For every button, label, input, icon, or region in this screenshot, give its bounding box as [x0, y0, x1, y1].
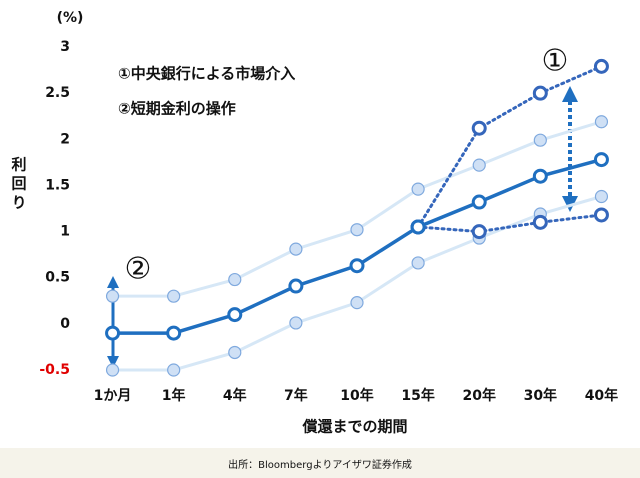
x-tick-label: 30年	[524, 387, 557, 404]
point	[166, 325, 182, 341]
x-axis-label: 償還までの期間	[301, 418, 407, 436]
point	[350, 296, 364, 310]
point	[288, 278, 304, 294]
point	[227, 307, 243, 323]
x-tick-label: 1か月	[94, 388, 132, 404]
point	[289, 316, 303, 330]
series-line	[416, 213, 603, 234]
y-tick-label: 0	[60, 316, 70, 332]
y-tick-label: 1.5	[45, 177, 70, 193]
point	[167, 363, 181, 377]
x-tick-label: 20年	[462, 387, 495, 404]
point	[532, 168, 548, 184]
point	[289, 242, 303, 256]
unit-label: (%)	[57, 10, 84, 26]
y-axis-label: 利回り	[10, 156, 28, 214]
x-tick-label: 10年	[340, 387, 373, 404]
point	[532, 214, 548, 230]
y-tick-label: 0.5	[45, 270, 70, 286]
point	[593, 152, 609, 168]
point	[533, 133, 547, 147]
x-tick-label: 4年	[223, 387, 247, 404]
annotation: ②短期金利の操作	[118, 100, 236, 118]
point	[472, 158, 486, 172]
point	[471, 120, 487, 136]
point	[349, 258, 365, 274]
x-tick-label: 7年	[284, 387, 308, 404]
x-tick-label: 40年	[585, 387, 618, 404]
annotation: ①中央銀行による市場介入	[118, 65, 295, 83]
series-line	[416, 64, 603, 229]
y-tick-label: 2.5	[45, 85, 70, 101]
point	[105, 325, 121, 341]
point	[594, 189, 609, 204]
annotation: ①	[542, 44, 569, 79]
series-line	[111, 195, 603, 372]
point	[350, 223, 364, 237]
point	[105, 289, 120, 303]
y-tick-label: 3	[60, 39, 70, 55]
source: 出所：Bloombergよりアイザワ証券作成	[228, 458, 412, 471]
point	[471, 194, 487, 210]
point	[593, 207, 609, 223]
annotation: ②	[125, 252, 152, 287]
point	[411, 182, 425, 196]
point	[411, 256, 425, 270]
y-tick-label: 2	[60, 131, 70, 147]
y-tick-label: 1	[60, 224, 70, 240]
y-tick-label: -0.5	[39, 362, 70, 378]
point	[593, 58, 609, 74]
point	[228, 272, 242, 287]
point	[594, 115, 609, 129]
point	[410, 219, 426, 235]
point	[532, 85, 548, 101]
x-tick-label: 1年	[162, 387, 186, 404]
point	[105, 363, 120, 377]
point	[228, 345, 242, 360]
point	[471, 224, 487, 240]
footer-band	[0, 448, 640, 478]
x-tick-label: 15年	[401, 387, 434, 404]
point	[167, 289, 181, 303]
